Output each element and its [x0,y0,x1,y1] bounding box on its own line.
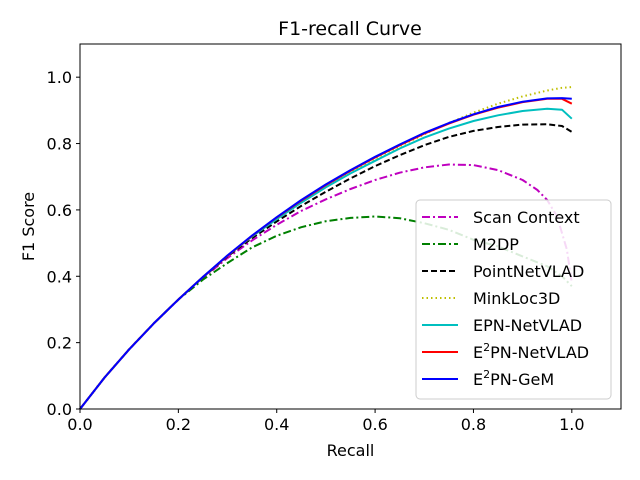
y-tick-label: 0.4 [47,267,72,286]
x-tick-label: 0.0 [67,415,92,434]
y-tick-label: 0.2 [47,334,72,353]
legend-label-2: PointNetVLAD [473,262,584,281]
y-tick-label: 1.0 [47,68,72,87]
chart-title: F1-recall Curve [278,18,422,40]
y-axis-label: F1 Score [19,192,38,261]
x-axis-ticks: 0.0 0.2 0.4 0.6 0.8 1.0 [67,409,585,434]
legend-label-6: E2PN-GeM [473,368,554,389]
legend-label-text: PN-NetVLAD [490,343,589,362]
legend-box [415,199,612,400]
legend: Scan ContextM2DPPointNetVLADMinkLoc3DEPN… [415,199,612,400]
x-tick-label: 0.8 [461,415,486,434]
y-tick-label: 0.6 [47,201,72,220]
legend-label-text: E [473,370,483,389]
x-tick-label: 0.6 [362,415,387,434]
y-tick-label: 0.8 [47,135,72,154]
legend-label-text: M2DP [473,235,519,254]
legend-label-text: PointNetVLAD [473,262,584,281]
series-line-0 [79,163,573,410]
legend-label-1: M2DP [473,235,519,254]
legend-label-superscript: 2 [483,341,490,354]
legend-label-5: E2PN-NetVLAD [473,341,589,362]
plot-lines [79,86,573,410]
x-tick-label: 0.2 [166,415,191,434]
legend-label-text: E [473,343,483,362]
legend-label-superscript: 2 [483,368,490,381]
legend-label-text: EPN-NetVLAD [473,316,582,335]
x-tick-label: 0.4 [264,415,289,434]
series-line-6 [79,97,572,410]
legend-label-3: MinkLoc3D [473,289,560,308]
legend-label-0: Scan Context [473,208,580,227]
legend-label-text: PN-GeM [490,370,554,389]
x-tick-label: 1.0 [559,415,584,434]
x-axis-label: Recall [327,441,375,460]
y-tick-label: 0.0 [47,400,72,419]
legend-label-text: Scan Context [473,208,580,227]
axes-frame [79,43,622,410]
legend-label-4: EPN-NetVLAD [473,316,582,335]
legend-label-text: MinkLoc3D [473,289,560,308]
y-axis-ticks: 0.0 0.2 0.4 0.6 0.8 1.0 [47,68,80,419]
